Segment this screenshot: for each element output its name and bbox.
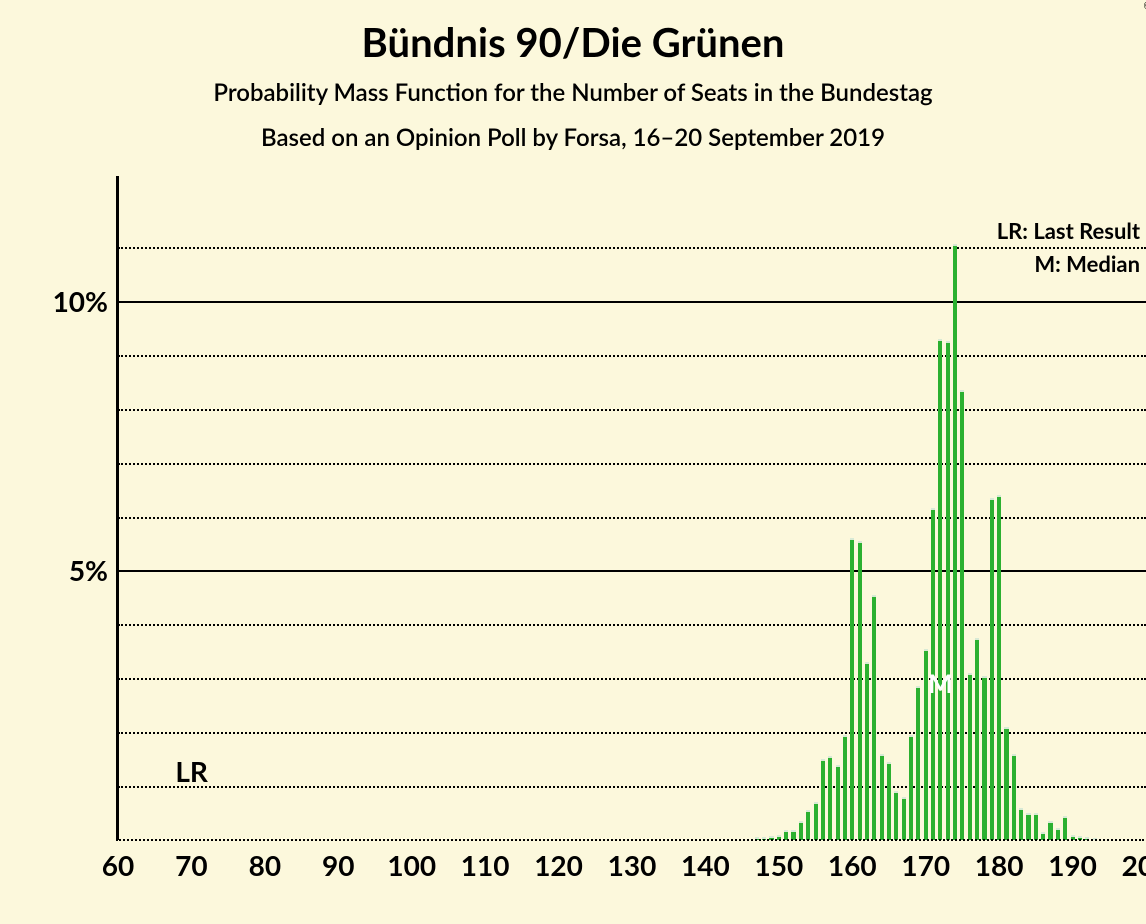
median-marker: M [928, 667, 953, 699]
bar [799, 821, 803, 840]
x-axis-label: 150 [754, 848, 803, 882]
bar [953, 244, 957, 840]
bar [865, 662, 869, 840]
bar [887, 762, 891, 840]
gridline-minor [118, 247, 1146, 249]
bar [1012, 754, 1016, 840]
bar [1034, 813, 1038, 840]
bar [880, 754, 884, 840]
bar [1048, 821, 1052, 840]
bar [997, 495, 1001, 840]
legend-lr: LR: Last Result [997, 217, 1140, 244]
bar [814, 802, 818, 840]
bar [902, 797, 906, 840]
legend: LR: Last Result M: Median [997, 217, 1140, 277]
chart-subtitle-2: Based on an Opinion Poll by Forsa, 16–20… [0, 123, 1146, 152]
x-axis-label: 100 [387, 848, 436, 882]
bar [1026, 813, 1030, 840]
legend-m: M: Median [997, 250, 1140, 277]
chart-title: Bündnis 90/Die Grünen [0, 18, 1146, 66]
x-axis-label: 60 [102, 848, 134, 882]
chart-subtitle-1: Probability Mass Function for the Number… [0, 78, 1146, 107]
bar [938, 339, 942, 840]
x-axis-label: 180 [975, 848, 1024, 882]
gridline-minor [118, 409, 1146, 411]
bar [1019, 808, 1023, 840]
bar [836, 765, 840, 840]
bar [990, 498, 994, 840]
bar [975, 638, 979, 840]
x-axis-label: 70 [175, 848, 207, 882]
x-axis-label: 200 [1122, 848, 1146, 882]
bar [894, 791, 898, 840]
gridline-major [118, 301, 1146, 303]
x-axis-label: 190 [1048, 848, 1097, 882]
x-axis-label: 120 [534, 848, 583, 882]
bar [850, 538, 854, 840]
bar [828, 756, 832, 840]
bar [960, 390, 964, 840]
last-result-marker: LR [175, 754, 208, 788]
x-axis-label: 80 [249, 848, 281, 882]
x-axis-label: 170 [901, 848, 950, 882]
bar [872, 595, 876, 840]
bar [968, 673, 972, 840]
y-axis-label: 5% [69, 553, 108, 587]
bar [909, 735, 913, 840]
bar [1063, 816, 1067, 840]
bar [806, 810, 810, 840]
bar [1004, 727, 1008, 840]
x-axis-label: 160 [828, 848, 877, 882]
bar [946, 341, 950, 840]
gridline-minor [118, 463, 1146, 465]
bar [982, 676, 986, 840]
gridline-minor [118, 355, 1146, 357]
y-axis-label: 10% [53, 284, 108, 318]
bar [821, 759, 825, 840]
x-axis-label: 90 [322, 848, 354, 882]
bar [843, 735, 847, 840]
copyright-text: © 2021 Filip van Laenen [1142, 0, 1146, 10]
bar [916, 686, 920, 840]
x-axis-label: 140 [681, 848, 730, 882]
pmf-bar-chart: LR: Last Result M: Median LR M 607080901… [118, 220, 1146, 840]
x-axis-label: 110 [461, 848, 510, 882]
x-axis-label: 130 [608, 848, 657, 882]
bar [858, 541, 862, 840]
